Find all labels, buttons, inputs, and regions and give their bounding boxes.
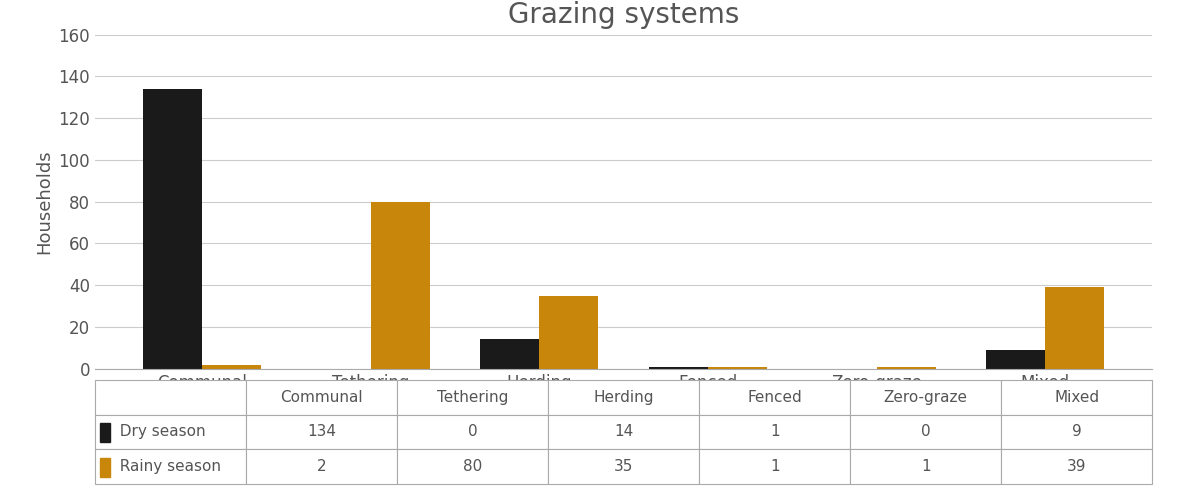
Bar [202,365,261,369]
Bar [877,367,936,369]
Bar [480,339,539,369]
Bar [100,458,110,477]
Bar [1045,288,1105,369]
Y-axis label: Households: Households [34,149,53,254]
Bar [100,423,110,442]
Bar [649,367,708,369]
Bar [143,89,202,369]
Bar [986,350,1045,369]
Bar [371,202,430,369]
Bar [539,295,599,369]
Bar [708,367,767,369]
Title: Grazing systems: Grazing systems [508,1,739,30]
